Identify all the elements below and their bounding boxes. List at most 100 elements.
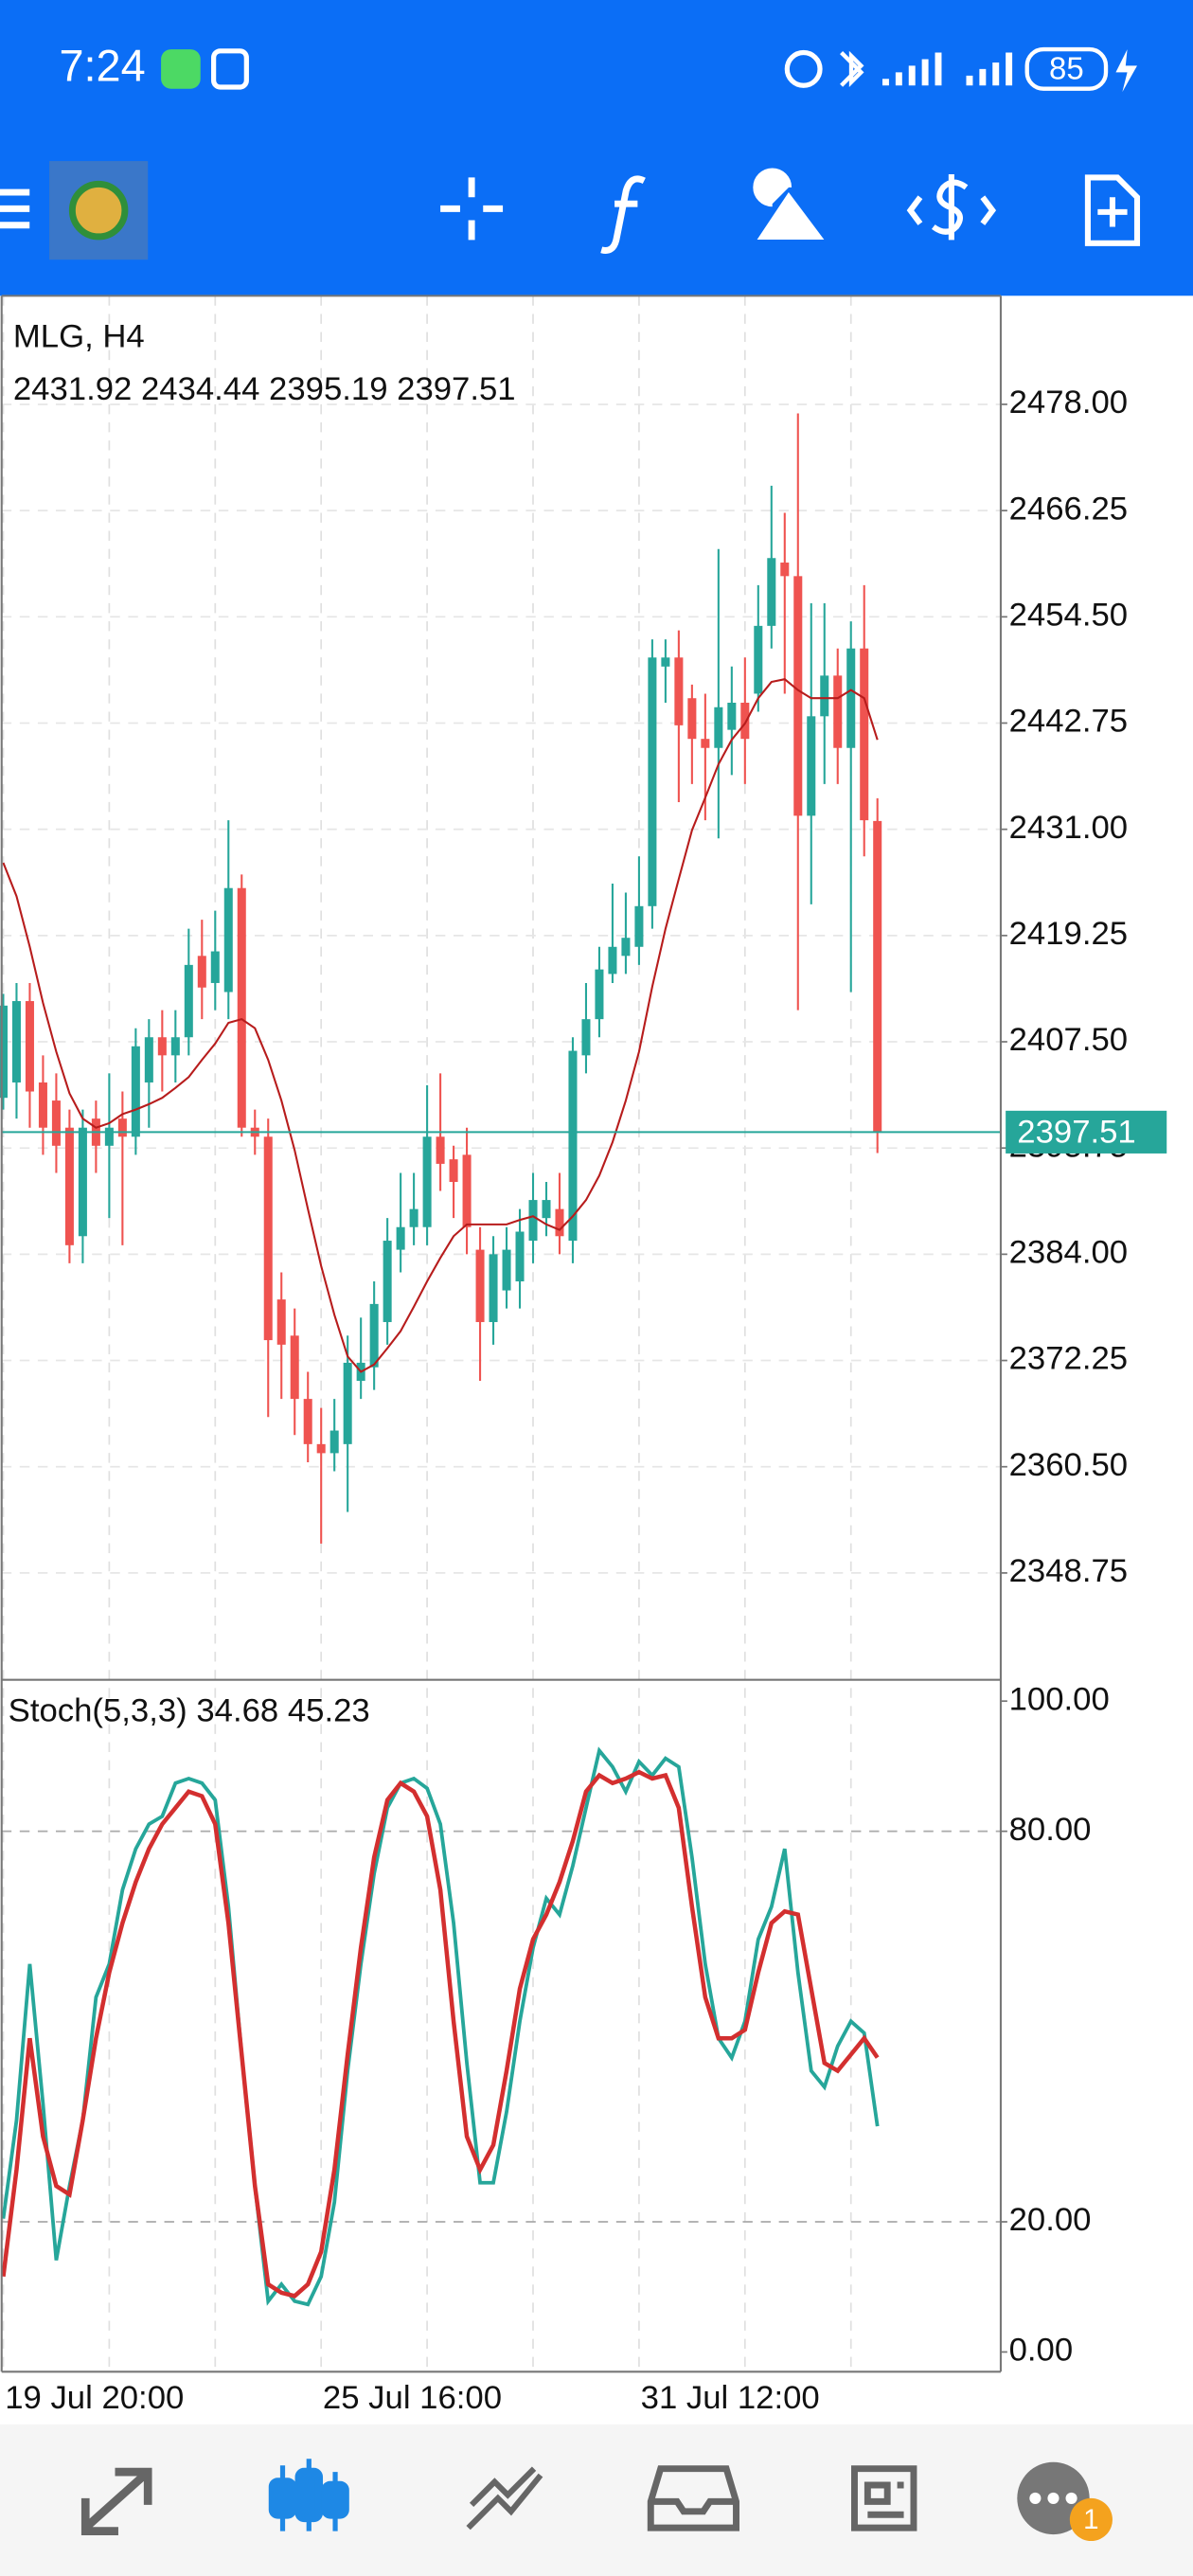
candle-body [449,1159,458,1182]
candle-body [873,820,882,1133]
candle-body [661,657,670,667]
chart-title: MLG, H4 [13,319,145,355]
chart-background [0,295,1193,2424]
plot-layer [0,295,1001,2372]
indicator-title: Stoch(5,3,3) 34.68 45.23 [9,1693,370,1729]
indicator-line [1,1769,880,2299]
candle-body [383,1241,392,1322]
candle-body [581,1019,591,1056]
x-tick-label: 31 Jul 12:00 [641,2380,820,2416]
candle-body [422,1136,432,1227]
candle-body [528,1200,538,1242]
candle-body [131,1046,140,1137]
candle-body [714,707,723,748]
candle-body [687,698,697,740]
candle-body [343,1362,352,1444]
candle-body [263,1136,273,1341]
bottom-nav [0,2424,1193,2576]
nav-history[interactable] [647,2465,739,2531]
nav-chart[interactable] [268,2459,349,2531]
candle-body [78,1127,87,1237]
candle-body [197,956,206,988]
candle-body [117,1118,127,1137]
candle-body [223,887,233,993]
x-tick-label: 25 Jul 16:00 [323,2380,502,2416]
candle-body [820,675,829,717]
candle-body [846,648,856,748]
candle-body [157,1037,167,1056]
y-tick-label: 2360.50 [1009,1447,1128,1483]
candle-body [807,716,816,816]
battery-level: 85 [1049,50,1084,85]
candle-body [740,702,750,740]
candle-body [608,946,617,975]
candle-body [462,1154,472,1227]
y-tick-label: 2442.75 [1009,704,1128,740]
candle-body [595,969,604,1020]
candle-body [276,1299,286,1345]
candle-body [542,1200,551,1219]
nav-quotes[interactable] [80,2467,152,2535]
candle-body [170,1037,180,1056]
candle-body [634,905,644,947]
candle-body [0,1005,8,1099]
candle-body [11,1001,21,1082]
y-tick-label: 0.00 [1009,2333,1074,2369]
y-tick-label: 2431.00 [1009,810,1128,846]
indicator-line [1,1746,880,2307]
candle-body [515,1231,525,1282]
y-tick-label: 2454.50 [1009,597,1128,633]
candle-body [860,648,869,821]
current-price-box [1006,1110,1167,1154]
crosshair-button[interactable] [440,177,504,241]
candle-body [329,1430,339,1454]
y-tick-label: 2407.50 [1009,1022,1128,1058]
candle-body [833,675,843,748]
candle-body [727,702,737,730]
candle-body [369,1303,379,1368]
y-tick-label: 2372.25 [1009,1341,1128,1377]
badge [1069,2497,1113,2542]
candle-body [144,1037,153,1082]
candle-body [104,1127,114,1146]
nav-news[interactable] [851,2465,917,2531]
nav-trade[interactable] [466,2466,543,2531]
candle-body [555,1208,564,1237]
candle-body [701,739,710,748]
candle-body [303,1399,312,1444]
y-tick-label: 20.00 [1009,2202,1092,2238]
candle-body [210,951,220,983]
y-tick-label: 80.00 [1009,1812,1092,1848]
indicators-button[interactable] [600,175,646,254]
y-tick-label: 2478.00 [1009,385,1128,420]
candle-body [621,938,631,957]
y-tick-label: 2419.25 [1009,916,1128,952]
candle-body [396,1226,405,1250]
candle-body [674,657,684,725]
candle-body [648,657,657,906]
y-tick-label: 2384.00 [1009,1235,1128,1271]
x-tick-label: 19 Jul 20:00 [5,2380,184,2416]
candle-body [475,1249,485,1322]
candle-body [409,1208,418,1227]
candle-body [184,964,193,1038]
candle-body [51,1100,61,1146]
app-bar [0,0,1193,296]
candle-body [25,1001,34,1092]
y-tick-label: 2466.25 [1009,491,1128,527]
chart-frame [0,295,1002,2373]
candle-body [767,558,776,626]
overlay-layer: 19 Jul 20:00 25 Jul 16:00 31 Jul 12:00 2478… [5,385,1167,2416]
candle-body [568,1050,578,1242]
trade-button[interactable] [906,173,997,241]
candle-body [436,1136,445,1164]
menu-button[interactable] [0,188,30,229]
badge-count: 1 [1083,2504,1098,2535]
candle-body [489,1254,498,1322]
objects-button[interactable] [753,168,825,240]
candle-body [780,563,790,577]
new-order-button[interactable] [1084,174,1141,246]
moving-average [2,678,879,1373]
candle-body [793,576,803,816]
